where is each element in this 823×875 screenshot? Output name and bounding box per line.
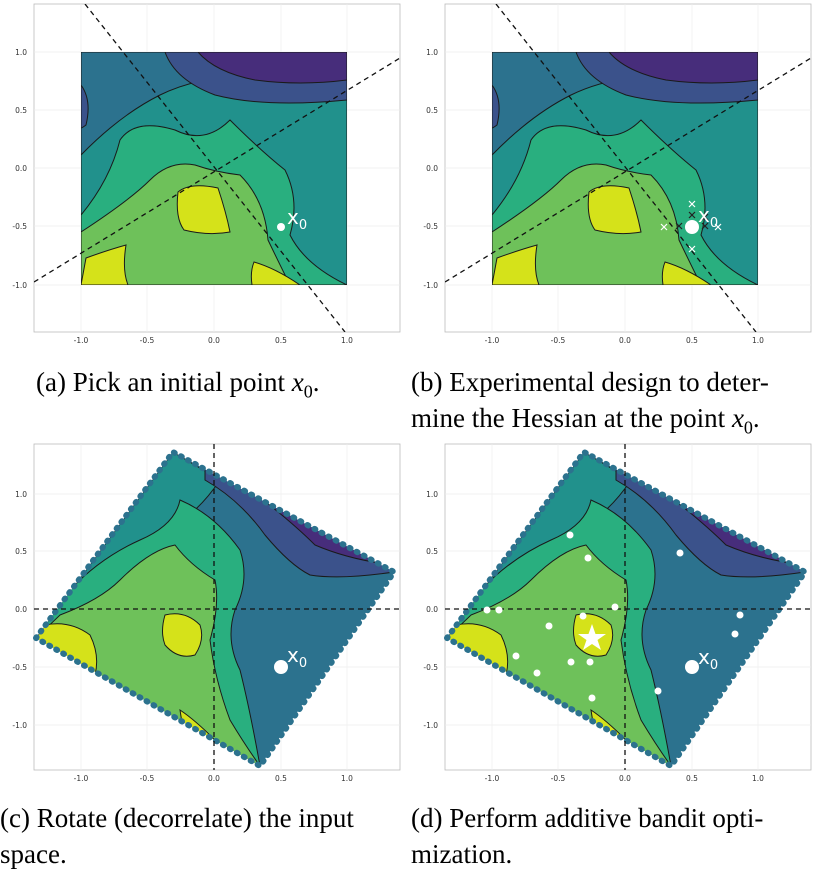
initial-point-label: x0 [287, 205, 307, 233]
svg-text:-1.0: -1.0 [423, 281, 438, 290]
svg-text:1.0: 1.0 [15, 48, 27, 57]
axis-dashed-lines [34, 444, 400, 770]
plot-d: x0 -1.0 -0.5 0.0 0.5 1.0 1.0 0.5 0.0 -0.… [423, 443, 812, 783]
initial-point-label: x0 [287, 643, 307, 671]
svg-text:1.0: 1.0 [341, 336, 353, 345]
svg-text:-0.5: -0.5 [140, 336, 155, 345]
x-tick-labels: -1.0 -0.5 0.0 0.5 1.0 [485, 336, 765, 345]
panel-c: x0 -1.0 -0.5 0.0 0.5 1.0 1.0 0.5 0.0 -0.… [0, 440, 412, 790]
caption-c: (c) Rotate (decorrelate) the input space… [0, 800, 354, 872]
svg-text:-0.5: -0.5 [12, 663, 27, 672]
x-tick-labels: -1.0 -0.5 0.0 0.5 1.0 [74, 774, 354, 783]
svg-text:0.0: 0.0 [208, 774, 220, 783]
svg-text:0.5: 0.5 [15, 106, 27, 115]
svg-text:0.0: 0.0 [619, 774, 631, 783]
scalloped-edge [444, 449, 808, 769]
initial-point-marker [685, 660, 699, 674]
caption-c-line2: space. [0, 839, 67, 869]
contour-map [81, 52, 347, 285]
svg-text:-0.5: -0.5 [12, 222, 27, 231]
design-points [660, 200, 722, 253]
svg-text:-0.5: -0.5 [423, 222, 438, 231]
initial-point-label: x0 [698, 645, 718, 673]
svg-text:-1.0: -1.0 [12, 721, 27, 730]
svg-text:-1.0: -1.0 [485, 774, 500, 783]
caption-c-line1: (c) Rotate (decorrelate) the input [0, 803, 354, 833]
y-tick-labels: 1.0 0.5 0.0 -0.5 -1.0 [12, 490, 27, 730]
svg-text:0.0: 0.0 [619, 336, 631, 345]
caption-d-line2: mization. [411, 839, 513, 869]
svg-text:1.0: 1.0 [752, 336, 764, 345]
svg-text:0.0: 0.0 [426, 605, 438, 614]
svg-text:-1.0: -1.0 [74, 774, 89, 783]
svg-text:-1.0: -1.0 [12, 281, 27, 290]
panel-d: x0 -1.0 -0.5 0.0 0.5 1.0 1.0 0.5 0.0 -0.… [411, 440, 823, 790]
initial-point-marker [685, 220, 699, 234]
svg-text:1.0: 1.0 [426, 48, 438, 57]
svg-text:-1.0: -1.0 [485, 336, 500, 345]
sample-points [483, 531, 744, 702]
y-tick-labels: 1.0 0.5 0.0 -0.5 -1.0 [423, 48, 438, 290]
svg-text:0.5: 0.5 [426, 106, 438, 115]
plot-b: x0 -1.0 -0.5 0.0 0.5 1.0 1.0 0.5 0.0 -0.… [423, 3, 812, 345]
svg-text:-0.5: -0.5 [551, 774, 566, 783]
caption-b-line1: (b) Experimental design to deter- [411, 367, 769, 397]
svg-text:0.5: 0.5 [686, 336, 698, 345]
plot-c: x0 -1.0 -0.5 0.0 0.5 1.0 1.0 0.5 0.0 -0.… [12, 443, 401, 783]
svg-text:1.0: 1.0 [341, 774, 353, 783]
caption-b-line2: mine the Hessian at the point x0. [411, 403, 760, 438]
caption-d: (d) Perform additive bandit opti- mizati… [411, 800, 763, 872]
svg-text:-0.5: -0.5 [140, 774, 155, 783]
svg-text:1.0: 1.0 [15, 490, 27, 499]
optimum-star-icon [578, 624, 606, 650]
svg-text:0.5: 0.5 [275, 774, 287, 783]
svg-text:0.0: 0.0 [15, 164, 27, 173]
svg-text:0.5: 0.5 [426, 547, 438, 556]
scalloped-edge [33, 449, 397, 769]
svg-text:0.0: 0.0 [426, 164, 438, 173]
x-tick-labels: -1.0 -0.5 0.0 0.5 1.0 [74, 336, 354, 345]
svg-text:0.5: 0.5 [686, 774, 698, 783]
svg-text:-1.0: -1.0 [74, 336, 89, 345]
svg-text:0.0: 0.0 [15, 605, 27, 614]
svg-text:-0.5: -0.5 [423, 663, 438, 672]
rotated-axes-dashed [445, 4, 811, 332]
svg-text:0.5: 0.5 [15, 547, 27, 556]
svg-text:0.5: 0.5 [275, 336, 287, 345]
svg-text:-0.5: -0.5 [551, 336, 566, 345]
svg-text:1.0: 1.0 [426, 490, 438, 499]
contour-map [492, 52, 758, 285]
rotated-axes-dashed [34, 4, 400, 332]
y-tick-labels: 1.0 0.5 0.0 -0.5 -1.0 [423, 490, 438, 730]
svg-text:1.0: 1.0 [752, 774, 764, 783]
svg-text:0.0: 0.0 [208, 336, 220, 345]
initial-point-label: x0 [698, 203, 718, 231]
caption-b: (b) Experimental design to deter- mine t… [411, 364, 769, 445]
x-tick-labels: -1.0 -0.5 0.0 0.5 1.0 [485, 774, 765, 783]
panel-a: x0 -1.0 -0.5 0.0 0.5 1.0 1.0 0.5 0.0 -0.… [0, 0, 412, 350]
y-tick-labels: 1.0 0.5 0.0 -0.5 -1.0 [12, 48, 27, 290]
svg-text:-1.0: -1.0 [423, 721, 438, 730]
caption-a: (a) Pick an initial point x0. [36, 367, 320, 402]
initial-point-marker [274, 660, 288, 674]
caption-d-line1: (d) Perform additive bandit opti- [411, 803, 764, 833]
initial-point-marker [277, 223, 285, 231]
panel-b: x0 -1.0 -0.5 0.0 0.5 1.0 1.0 0.5 0.0 -0.… [411, 0, 823, 350]
axis-dashed-lines [445, 444, 811, 770]
plot-a: x0 -1.0 -0.5 0.0 0.5 1.0 1.0 0.5 0.0 -0.… [12, 3, 401, 345]
